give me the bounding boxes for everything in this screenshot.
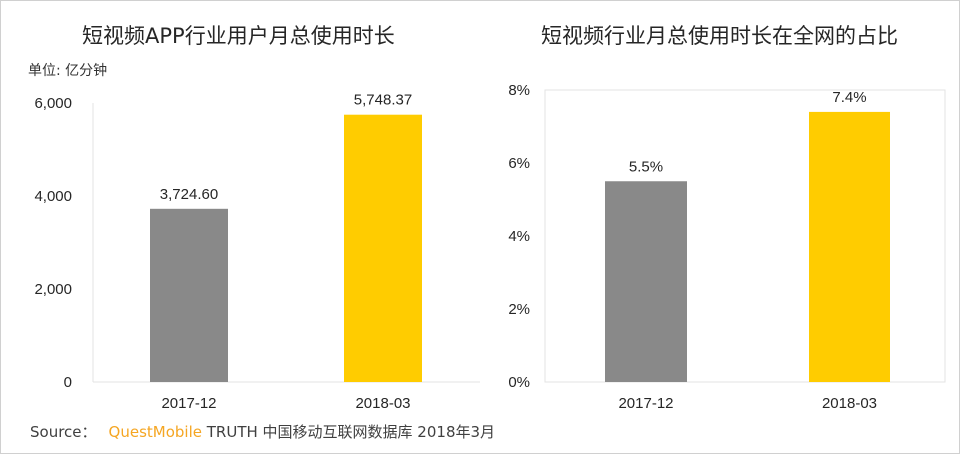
source-line: Source： QuestMobile TRUTH 中国移动互联网数据库 2018… — [30, 421, 495, 442]
left-y-tick-label: 6,000 — [34, 95, 72, 112]
left-data-label: 5,748.37 — [354, 92, 412, 109]
left-y-tick-label: 0 — [64, 374, 72, 391]
source-text: TRUTH 中国移动互联网数据库 2018年3月 — [206, 423, 496, 441]
unit-label: 单位: 亿分钟 — [28, 63, 108, 79]
left-x-tick-label: 2018-03 — [355, 395, 410, 412]
right-bar-2018-03 — [809, 111, 890, 383]
right-chart-title: 短视频行业月总使用时长在全网的占比 — [541, 24, 898, 48]
right-plot-area — [544, 89, 946, 383]
source-brand: QuestMobile — [108, 423, 202, 441]
right-data-label: 5.5% — [629, 158, 663, 175]
right-y-tick-label: 2% — [508, 301, 530, 318]
right-bar-2017-12 — [605, 181, 687, 382]
right-data-label: 7.4% — [832, 89, 866, 106]
left-data-label: 3,724.60 — [160, 186, 218, 203]
right-y-tick-label: 0% — [508, 374, 530, 391]
right-x-tick-label: 2017-12 — [618, 395, 673, 412]
source-prefix: Source： — [30, 423, 97, 441]
left-bar-2017-12 — [150, 208, 228, 382]
left-bar-2018-03 — [344, 114, 422, 382]
right-y-tick-label: 6% — [508, 155, 530, 172]
right-y-tick-label: 4% — [508, 228, 530, 245]
right-x-tick-label: 2018-03 — [822, 395, 877, 412]
right-y-tick-label: 8% — [508, 82, 530, 99]
left-y-tick-label: 2,000 — [34, 281, 72, 298]
left-x-tick-label: 2017-12 — [161, 395, 216, 412]
left-y-tick-label: 4,000 — [34, 188, 72, 205]
left-chart-title: 短视频APP行业用户月总使用时长 — [82, 24, 395, 48]
